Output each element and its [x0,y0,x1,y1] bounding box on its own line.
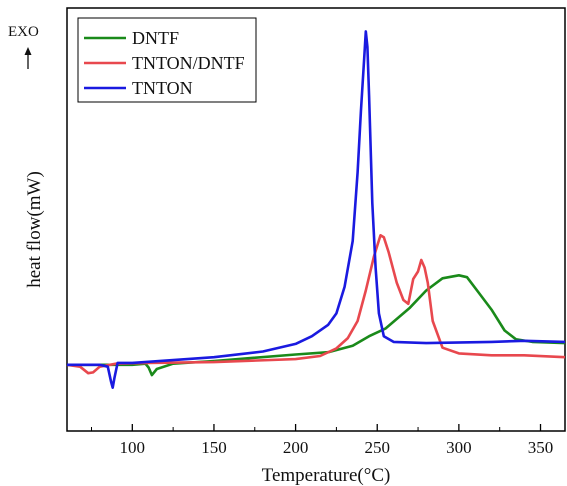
x-axis-ticks: 100 150 200 250 300 350 [90,424,554,457]
legend-label: TNTON [132,78,193,98]
legend-label: DNTF [132,28,179,48]
series-line-tnton [67,30,566,389]
legend-label: TNTON/DNTF [132,53,245,73]
y-axis-label: heat flow(mW) [24,171,45,288]
x-tick-label: 250 [364,438,390,457]
exo-label: EXO [8,24,39,40]
exo-indicator: EXO [8,24,39,69]
exo-arrow-icon [24,47,32,55]
legend: DNTF TNTON/DNTF TNTON [77,17,257,103]
x-axis-label: Temperature(°C) [262,465,391,486]
series-layer [66,30,566,389]
x-tick-label: 100 [120,438,146,457]
x-tick-label: 200 [283,438,309,457]
plot-frame [66,7,566,432]
plot-area: 100 150 200 250 300 350 [66,7,566,457]
series-line-dntf [67,274,566,377]
x-tick-label: 350 [528,438,554,457]
x-tick-label: 300 [446,438,472,457]
x-tick-label: 150 [201,438,227,457]
